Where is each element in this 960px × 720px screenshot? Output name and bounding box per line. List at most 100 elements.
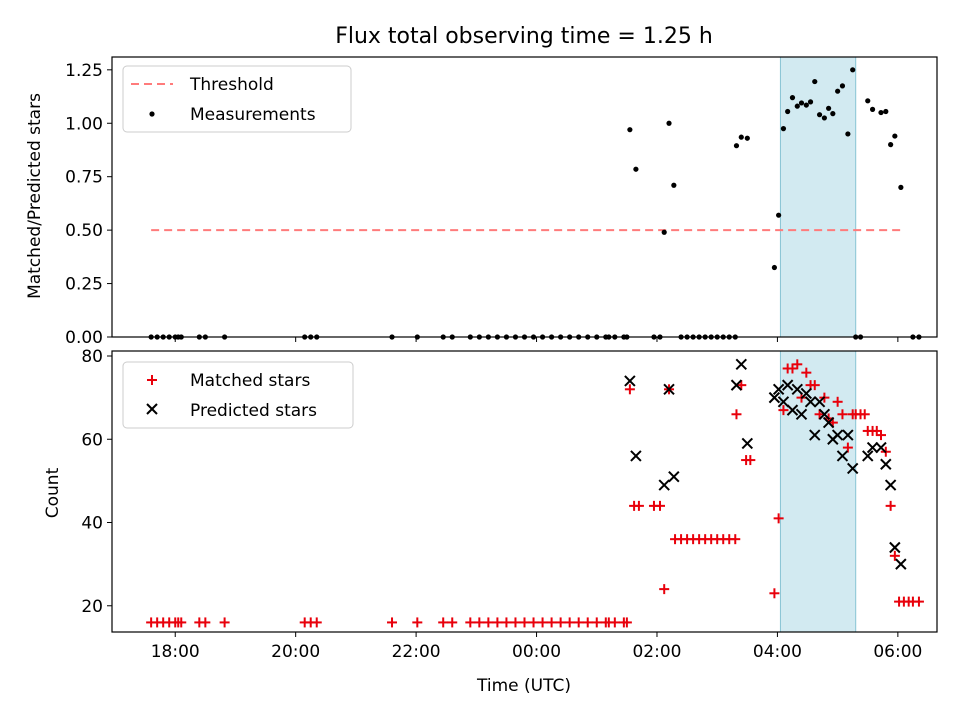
predicted-point xyxy=(862,450,874,462)
measurement-point xyxy=(883,108,889,115)
bottom-axes-frame xyxy=(111,350,938,633)
matched-point xyxy=(412,617,423,628)
matched-point xyxy=(447,617,458,628)
predicted-point-b xyxy=(804,396,817,408)
measurement-point xyxy=(850,67,856,73)
matched-point xyxy=(859,409,870,420)
bottom-legend: Matched stars Predicted stars xyxy=(122,361,354,429)
measurement-point xyxy=(845,131,851,137)
matched-point xyxy=(465,617,476,628)
measurement-point xyxy=(785,108,791,115)
matched-point xyxy=(778,405,789,416)
bottom-legend-box xyxy=(122,361,354,429)
measurement-point xyxy=(798,100,805,106)
measurement-point xyxy=(807,99,814,105)
predicted-point-b xyxy=(781,379,794,391)
predicted-point-b xyxy=(818,408,831,420)
matched-point xyxy=(624,384,635,395)
predicted-point-b xyxy=(791,383,803,396)
measurement-point xyxy=(898,184,904,190)
measurement-point xyxy=(865,98,871,104)
predicted-point xyxy=(880,458,892,470)
matched-point xyxy=(537,617,548,628)
measurement-point xyxy=(744,135,750,141)
predicted-point xyxy=(884,479,897,491)
legend-matched-swatch xyxy=(147,375,157,385)
measurement-point xyxy=(821,115,827,121)
x-tick-label: 00:00 xyxy=(512,642,561,662)
predicted-point-b xyxy=(668,471,680,483)
measurement-point xyxy=(803,102,809,108)
matched-point xyxy=(219,617,230,628)
matched-point xyxy=(913,596,924,607)
predicted-point-b xyxy=(795,408,808,420)
predicted-point xyxy=(831,429,844,441)
x-tick-label: 18:00 xyxy=(151,642,200,662)
predicted-point xyxy=(668,471,680,483)
bottom-axis-ticks: 20 40 60 80 18:00 20:00 22:00 00:00 02:00 04:00 06… xyxy=(81,347,922,662)
observing-window-shade-top xyxy=(779,56,857,338)
matched-point xyxy=(555,617,566,628)
predicted-point-b xyxy=(813,396,826,408)
measurement-points xyxy=(148,67,922,340)
predicted-point-b xyxy=(768,391,781,404)
legend-threshold-label: Threshold xyxy=(189,75,274,95)
predicted-point xyxy=(772,383,785,396)
matched-point xyxy=(474,617,485,628)
matched-point xyxy=(889,550,900,561)
x-tick-label: 02:00 xyxy=(632,642,681,662)
matched-point xyxy=(483,617,494,628)
y-tick-label: 0.25 xyxy=(65,275,103,295)
matched-point xyxy=(387,617,398,628)
predicted-point-b xyxy=(822,416,835,429)
predicted-point-b xyxy=(895,558,907,570)
matched-point xyxy=(832,396,843,407)
y-tick-label: 0.50 xyxy=(65,221,103,241)
matched-point xyxy=(801,367,812,378)
predicted-point xyxy=(836,450,849,462)
top-axes-frame xyxy=(111,56,938,338)
measurement-point xyxy=(780,126,787,132)
measurement-point xyxy=(830,111,836,117)
y-tick-label: 60 xyxy=(81,430,103,450)
top-legend: Threshold Measurements xyxy=(122,65,352,133)
matched-point xyxy=(311,617,322,628)
legend-measurement-swatch xyxy=(149,111,155,117)
matched-point xyxy=(875,430,886,441)
predicted-point xyxy=(822,416,835,429)
measurement-point xyxy=(776,212,782,218)
measurement-point xyxy=(826,105,832,111)
x-tick-label: 20:00 xyxy=(271,642,320,662)
y-tick-label: 0.00 xyxy=(65,328,103,348)
y-tick-label: 1.00 xyxy=(65,114,103,134)
legend-predicted-swatch xyxy=(146,403,158,415)
x-axis-label: Time (UTC) xyxy=(476,676,571,696)
top-panel: 0.00 0.25 0.50 0.75 1.00 1.25 Matched/Predict… xyxy=(25,56,938,348)
measurement-point xyxy=(771,264,778,271)
predicted-point-b xyxy=(836,450,849,462)
predicted-point-b xyxy=(884,479,897,491)
predicted-point xyxy=(800,387,813,400)
predicted-point xyxy=(735,358,747,371)
top-legend-box xyxy=(122,65,352,133)
observing-window-shade-bottom xyxy=(779,350,857,633)
matched-point xyxy=(736,380,747,391)
predicted-point xyxy=(777,396,790,408)
legend-measurements-label: Measurements xyxy=(190,105,316,125)
predicted-point xyxy=(895,558,907,570)
matched-point xyxy=(809,380,820,391)
predicted-point-b xyxy=(842,429,854,441)
predicted-point xyxy=(741,437,754,450)
predicted-point-b xyxy=(663,383,675,396)
predicted-point-b xyxy=(786,404,799,416)
legend-predicted-label: Predicted stars xyxy=(190,401,317,421)
predicted-point-b xyxy=(862,450,874,462)
matched-point xyxy=(519,617,530,628)
y-tick-label: 0.75 xyxy=(65,168,103,188)
matched-point xyxy=(609,617,620,628)
measurement-point xyxy=(661,229,667,235)
matched-point xyxy=(885,500,896,511)
measurement-point xyxy=(794,103,800,109)
predicted-point xyxy=(818,408,831,420)
matched-point xyxy=(573,617,584,628)
